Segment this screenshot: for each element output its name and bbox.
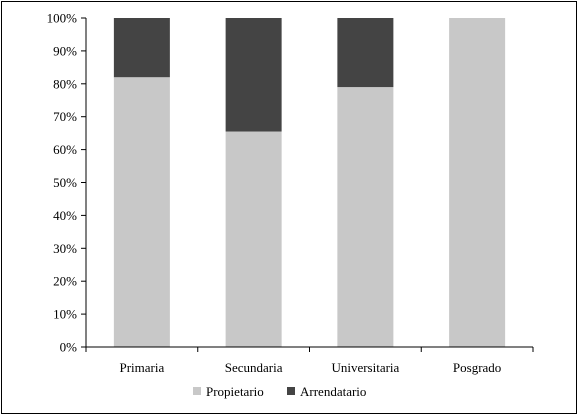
bar-propietario-posgrado bbox=[449, 18, 506, 347]
legend-swatch-propietario bbox=[193, 387, 201, 395]
bar-arrendatario-universitaria bbox=[337, 18, 394, 88]
y-tick-label: 70% bbox=[53, 109, 77, 124]
bar-propietario-primaria bbox=[113, 77, 170, 347]
y-tick-label: 60% bbox=[53, 142, 77, 157]
y-tick-label: 90% bbox=[53, 43, 77, 58]
bar-arrendatario-secundaria bbox=[225, 18, 282, 132]
legend-label-propietario: Propietario bbox=[206, 384, 264, 399]
y-tick-label: 10% bbox=[53, 307, 77, 322]
y-tick-label: 0% bbox=[60, 340, 78, 355]
bar-propietario-universitaria bbox=[337, 87, 394, 347]
legend-label-arrendatario: Arrendatario bbox=[300, 384, 366, 399]
x-tick-label: Posgrado bbox=[453, 360, 501, 375]
x-tick-label: Primaria bbox=[119, 360, 164, 375]
y-tick-label: 100% bbox=[47, 11, 78, 26]
y-tick-label: 30% bbox=[53, 241, 77, 256]
y-tick-label: 40% bbox=[53, 208, 77, 223]
y-tick-label: 20% bbox=[53, 274, 77, 289]
x-tick-label: Secundaria bbox=[225, 360, 283, 375]
bar-propietario-secundaria bbox=[225, 131, 282, 347]
legend-swatch-arrendatario bbox=[287, 387, 295, 395]
bar-arrendatario-primaria bbox=[113, 18, 170, 78]
y-tick-label: 80% bbox=[53, 76, 77, 91]
x-tick-label: Universitaria bbox=[331, 360, 399, 375]
y-tick-label: 50% bbox=[53, 175, 77, 190]
